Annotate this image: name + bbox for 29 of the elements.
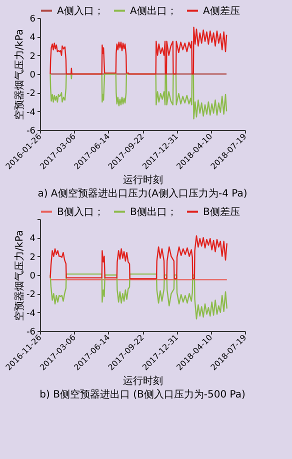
legend-label: B侧出口； xyxy=(130,206,177,218)
line-series xyxy=(50,273,228,320)
x-axis-title: 运行时刻 xyxy=(123,174,163,186)
x-axis-title: 运行时刻 xyxy=(123,375,163,388)
text: b) B侧空预器进出口 (B侧入口压力为-500 Pa) xyxy=(40,388,246,401)
y-tick-label: 2 xyxy=(30,252,36,263)
y-tick-label: 0 xyxy=(30,70,36,80)
line-series xyxy=(50,235,228,280)
line-series xyxy=(50,26,228,75)
y-tick-label: -4 xyxy=(26,308,36,319)
y-tick-label: -6 xyxy=(26,126,36,136)
y-tick-label: -6 xyxy=(26,328,36,338)
y-axis-title: 空预器烟气压力/kPa xyxy=(14,230,26,321)
y-tick-label: 4 xyxy=(30,33,36,44)
y-tick-label: -2 xyxy=(26,89,36,100)
y-tick-label: -4 xyxy=(26,108,36,118)
y-axis-title: 空预器烟气压力/kPa xyxy=(14,29,26,120)
y-tick-label: 4 xyxy=(30,234,36,244)
legend-label: B侧差压 xyxy=(203,206,240,218)
y-tick-label: 2 xyxy=(30,52,36,62)
legend-label: A侧入口； xyxy=(57,4,104,17)
text: a) A侧空预器进出口压力(A侧入口压力为-4 Pa) xyxy=(38,188,248,200)
y-tick-label: 0 xyxy=(30,272,36,282)
legend-label: A侧出口； xyxy=(130,4,177,17)
legend-label: A侧差压 xyxy=(203,4,240,17)
y-tick-label: 6 xyxy=(30,14,36,24)
legend-label: B侧入口； xyxy=(57,206,104,218)
line-series xyxy=(50,73,228,120)
y-tick-label: -2 xyxy=(26,290,36,300)
